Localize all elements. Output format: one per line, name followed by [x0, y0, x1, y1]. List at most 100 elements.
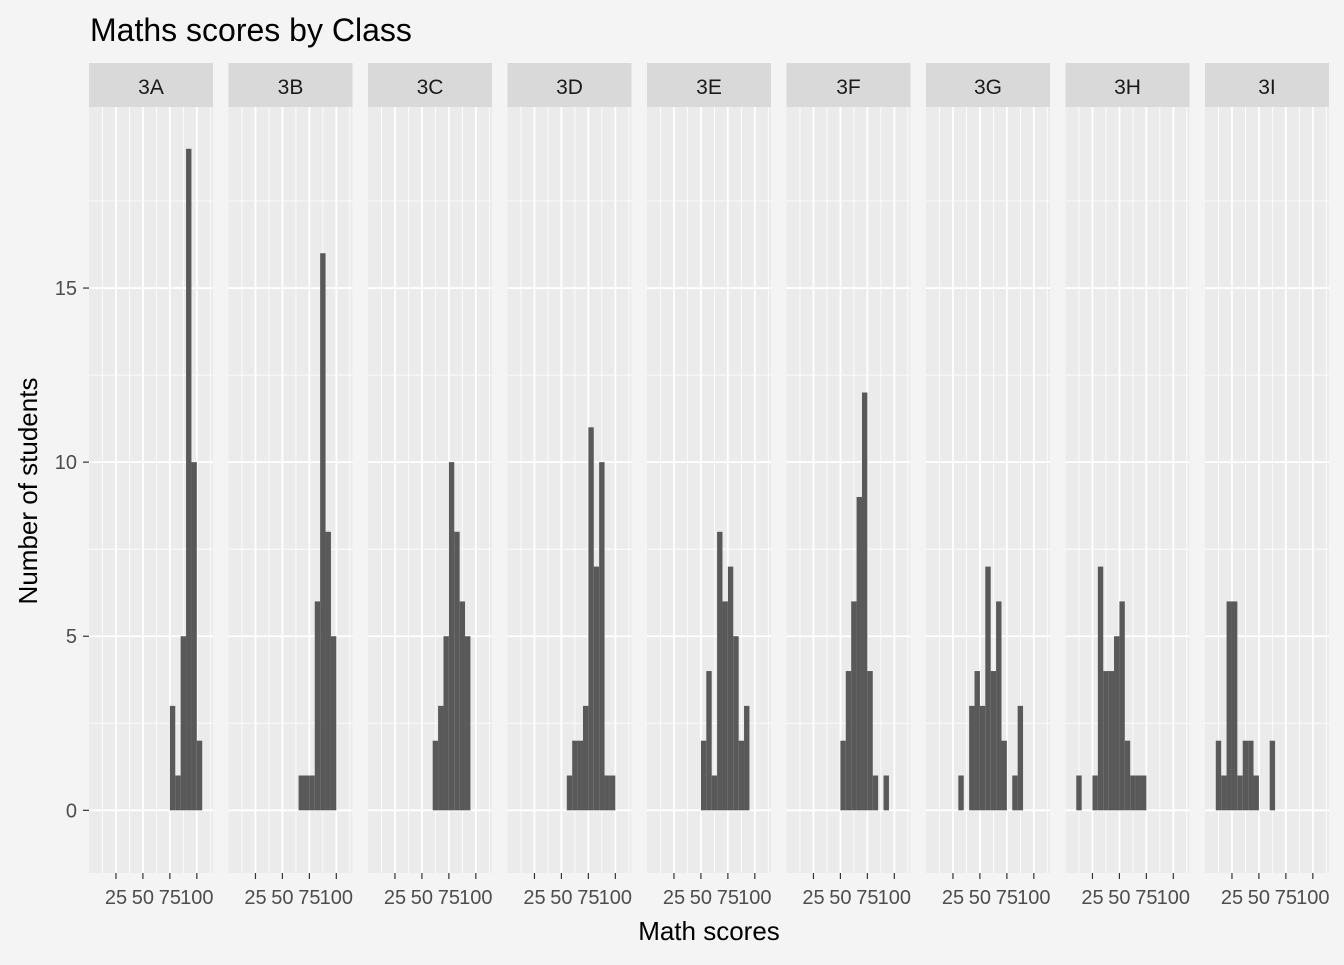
facet-strip-label: 3B [278, 76, 304, 99]
histogram-bar [1124, 740, 1131, 811]
histogram-bar [722, 601, 728, 811]
histogram-bar [1092, 775, 1098, 811]
facet-strip [926, 63, 1050, 107]
facet-strip-label: 3H [1114, 76, 1141, 99]
histogram-bar [1114, 636, 1120, 811]
x-tick-label: 100 [459, 887, 492, 909]
facet-panel-3f: 3F 25 50 75 100 [786, 63, 911, 909]
histogram-bar [314, 601, 321, 811]
histogram-bar [1103, 671, 1109, 811]
histogram-bar [851, 601, 857, 811]
y-tick-label: 0 [66, 800, 77, 822]
x-tick-label: 50 [829, 887, 851, 909]
histogram-bar [856, 496, 862, 811]
facet-strip-label: 3I [1258, 76, 1276, 99]
x-tick-label: 75 [577, 887, 599, 909]
histogram-bar [733, 636, 739, 811]
histogram-bar [738, 740, 745, 811]
histogram-bar [1119, 601, 1125, 811]
histogram-bar [1076, 775, 1082, 811]
histogram-bar [1231, 601, 1238, 811]
x-tick-label: 75 [159, 887, 181, 909]
histogram-bar [996, 601, 1002, 811]
histogram-bar [727, 566, 734, 811]
histogram-bar [706, 671, 712, 811]
histogram-bar [979, 705, 986, 811]
facet-panel-3e: 3E 25 50 75 100 [647, 63, 772, 909]
facet-strip [228, 63, 353, 107]
histogram-bar [577, 740, 583, 811]
facet-strip [89, 63, 213, 107]
histogram-bar [969, 705, 975, 811]
panel-background [368, 107, 492, 873]
facet-strip [1065, 63, 1190, 107]
facet-strip-label: 3E [696, 76, 722, 99]
x-tick-label: 50 [690, 887, 712, 909]
histogram-bar [867, 671, 873, 811]
histogram-bar [883, 775, 889, 811]
y-axis: 0 5 10 15 [55, 278, 89, 822]
histogram-bar [180, 636, 187, 811]
facet-strip-label: 3G [974, 76, 1002, 99]
x-tick-label: 100 [1157, 887, 1190, 909]
x-tick-label: 100 [1017, 887, 1050, 909]
histogram-bar [191, 462, 197, 811]
x-tick-label: 100 [738, 887, 771, 909]
histogram-bar [599, 462, 605, 811]
panel-background [1205, 107, 1329, 873]
histogram-bar [845, 671, 852, 811]
histogram-bar [186, 148, 192, 811]
histogram-bar [325, 531, 331, 811]
histogram-bar [330, 636, 337, 811]
x-tick-label: 75 [856, 887, 878, 909]
histogram-bar [1130, 775, 1136, 811]
facet-panel-3h: 3H 25 50 75 100 [1065, 63, 1190, 909]
x-tick-label: 50 [132, 887, 154, 909]
histogram-bar [1012, 775, 1018, 811]
x-tick-label: 50 [550, 887, 572, 909]
histogram-bar [454, 531, 460, 811]
histogram-bar [448, 462, 455, 811]
panel-background [507, 107, 632, 873]
y-axis-label: Number of students [13, 378, 43, 605]
histogram-bar [872, 775, 879, 811]
x-tick-label: 25 [802, 887, 824, 909]
histogram-bar [582, 705, 589, 811]
histogram-bar [1017, 705, 1024, 811]
histogram-bar [958, 775, 964, 811]
facet-strip [786, 63, 911, 107]
histogram-bar [1097, 566, 1104, 811]
y-tick-label: 15 [55, 278, 77, 300]
chart-title: Maths scores by Class [90, 12, 412, 48]
histogram-bar [438, 705, 444, 811]
x-tick-label: 25 [244, 887, 266, 909]
facet-panel-3i: 3I 25 50 75 100 [1205, 63, 1330, 909]
x-tick-label: 25 [663, 887, 685, 909]
facet-strip-label: 3A [138, 76, 164, 99]
histogram-bar [1269, 740, 1276, 811]
histogram-bar [1215, 740, 1222, 811]
histogram-bar [744, 705, 750, 811]
histogram-bar [169, 705, 176, 811]
histogram-bar [175, 775, 181, 811]
facet-panel-3a: 3A 25 50 75 100 [89, 63, 214, 909]
facet-strip-label: 3D [556, 76, 583, 99]
histogram-bar [303, 775, 310, 811]
histogram-bar [298, 775, 304, 811]
histogram-bar [443, 636, 449, 811]
x-tick-label: 25 [523, 887, 545, 909]
histogram-bar [566, 775, 573, 811]
histogram-bar [1135, 775, 1141, 811]
facet-strip [647, 63, 771, 107]
histogram-bar [711, 775, 718, 811]
x-tick-label: 100 [878, 887, 911, 909]
histogram-bar [588, 427, 594, 811]
x-tick-label: 50 [969, 887, 991, 909]
x-tick-label: 50 [1108, 887, 1130, 909]
x-tick-label: 100 [180, 887, 213, 909]
histogram-bar [974, 671, 980, 811]
histogram-bar [861, 392, 868, 811]
